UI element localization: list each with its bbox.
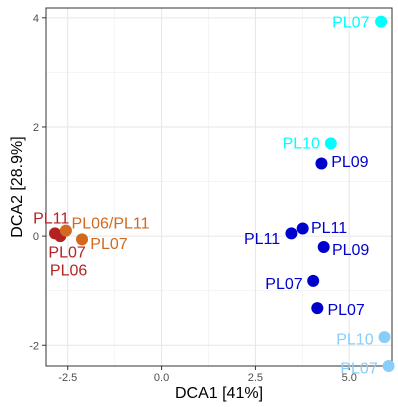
data-point: [375, 15, 388, 28]
y-tick-labels: -2 0 2 4: [29, 13, 39, 352]
point-label: PL10: [283, 135, 320, 152]
point-label: PL07: [48, 244, 85, 261]
data-point: [311, 302, 324, 315]
axis-ticks: [42, 17, 350, 370]
point-label: PL09: [332, 242, 369, 259]
x-tick-label: 0.0: [154, 372, 169, 384]
data-point: [378, 331, 391, 344]
x-tick-labels: -2.5 0.0 2.5 5.0: [58, 372, 357, 384]
data-point: [285, 227, 298, 240]
point-label: PL11: [33, 211, 69, 228]
data-point: [296, 222, 309, 235]
point-label: PL07: [327, 302, 364, 319]
point-label: PL06/PL11: [72, 215, 150, 232]
data-point: [382, 360, 395, 372]
y-axis-title: DCA2 [28.9%]: [9, 136, 26, 237]
panel-border: [45, 7, 393, 367]
point-label: PL09: [331, 154, 368, 171]
y-tick-label: 2: [33, 122, 39, 134]
point-label: PL07: [340, 361, 377, 378]
point-label: PL10: [336, 332, 373, 349]
data-point: [324, 137, 337, 150]
point-labels: PL07 PL10 PL09 PL11 PL11 PL09 PL07 PL07 PL10 PL07…: [33, 15, 378, 378]
x-tick-label: 2.5: [248, 372, 263, 384]
data-point: [59, 224, 72, 237]
y-tick-label: -2: [29, 340, 39, 352]
y-tick-label: 0: [33, 231, 39, 243]
data-point: [317, 241, 330, 254]
data-points: [49, 15, 395, 372]
x-axis-title: DCA1 [41%]: [175, 385, 263, 402]
point-label: PL07: [265, 276, 302, 293]
minor-gridlines: [46, 8, 392, 366]
point-label: PL07: [332, 15, 369, 32]
data-point: [76, 233, 89, 246]
point-label: PL11: [311, 220, 347, 237]
data-point: [315, 157, 328, 170]
x-tick-label: 5.0: [342, 372, 357, 384]
point-label: PL11: [244, 231, 280, 248]
major-gridlines: [46, 8, 392, 366]
y-tick-label: 4: [33, 13, 39, 25]
point-label: PL07: [90, 236, 127, 253]
data-point: [307, 274, 320, 287]
x-tick-label: -2.5: [58, 372, 77, 384]
point-label: PL06: [50, 262, 87, 279]
